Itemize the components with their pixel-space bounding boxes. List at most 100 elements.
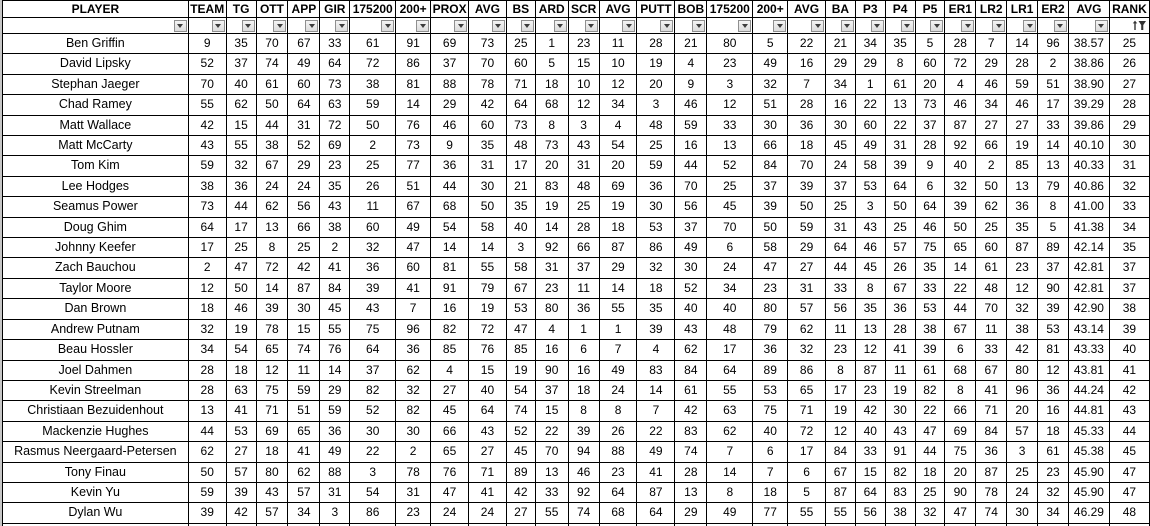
column-header-ba[interactable]: BA: [825, 0, 856, 18]
player-name-cell[interactable]: Seamus Power: [2, 196, 189, 218]
stat-cell[interactable]: 32: [1108, 175, 1150, 198]
stat-cell[interactable]: 34: [1037, 502, 1069, 524]
stat-cell[interactable]: 13: [1006, 175, 1039, 198]
stat-cell[interactable]: 57: [255, 502, 289, 524]
stat-cell[interactable]: 36: [787, 114, 826, 137]
stat-cell[interactable]: 42: [674, 400, 708, 422]
stat-cell[interactable]: 36: [752, 339, 789, 361]
stat-cell[interactable]: 43.33: [1067, 339, 1110, 361]
stat-cell[interactable]: 14: [534, 216, 569, 239]
stat-cell[interactable]: 50: [944, 216, 977, 239]
stat-cell[interactable]: 54: [430, 216, 470, 239]
stat-cell[interactable]: 12: [567, 94, 600, 116]
stat-cell[interactable]: 89: [752, 359, 789, 381]
stat-cell[interactable]: 28: [1108, 94, 1150, 116]
stat-cell[interactable]: 66: [567, 237, 600, 259]
stat-cell[interactable]: 36: [636, 175, 676, 198]
stat-cell[interactable]: 67: [505, 277, 536, 300]
stat-cell[interactable]: 1: [567, 318, 600, 341]
stat-cell[interactable]: 46: [674, 94, 708, 116]
stat-cell[interactable]: 24: [598, 379, 638, 402]
stat-cell[interactable]: 19: [468, 298, 507, 320]
stat-cell[interactable]: 28: [567, 216, 600, 239]
stat-cell[interactable]: 59: [1006, 73, 1039, 96]
stat-cell[interactable]: 12: [598, 73, 638, 96]
stat-cell[interactable]: 18: [567, 379, 600, 402]
stat-cell[interactable]: 38: [349, 73, 397, 96]
filter-dropdown-button[interactable]: [491, 20, 505, 32]
stat-cell[interactable]: 16: [430, 298, 470, 320]
stat-cell[interactable]: 21: [825, 32, 856, 55]
stat-cell[interactable]: 3: [706, 73, 754, 96]
stat-cell[interactable]: 87: [636, 481, 676, 504]
stat-cell[interactable]: 54: [598, 135, 638, 157]
stat-cell[interactable]: 68: [534, 94, 569, 116]
stat-cell[interactable]: 41: [287, 441, 321, 463]
stat-cell[interactable]: 9: [674, 73, 708, 96]
stat-cell[interactable]: 72: [349, 53, 397, 75]
column-header-175200[interactable]: 175200: [349, 0, 397, 18]
stat-cell[interactable]: 38.86: [1067, 53, 1110, 75]
stat-cell[interactable]: 74: [674, 441, 708, 463]
stat-cell[interactable]: 87: [287, 277, 321, 300]
stat-cell[interactable]: 18: [255, 441, 289, 463]
column-header-prox[interactable]: PROX: [430, 0, 470, 18]
stat-cell[interactable]: 29: [674, 502, 708, 524]
stat-cell[interactable]: 49: [287, 53, 321, 75]
stat-cell[interactable]: 32: [787, 339, 826, 361]
filter-dropdown-button[interactable]: [520, 20, 534, 32]
stat-cell[interactable]: 91: [430, 277, 470, 300]
stat-cell[interactable]: 53: [854, 175, 886, 198]
stat-cell[interactable]: 59: [349, 94, 397, 116]
stat-cell[interactable]: 84: [752, 155, 789, 177]
column-header-team[interactable]: TEAM: [187, 0, 227, 18]
stat-cell[interactable]: 6: [914, 175, 946, 198]
stat-cell[interactable]: 88: [598, 441, 638, 463]
stat-cell[interactable]: 34: [854, 32, 886, 55]
player-name-cell[interactable]: Matt Wallace: [2, 114, 189, 137]
stat-cell[interactable]: 24: [1006, 481, 1039, 504]
stat-cell[interactable]: 5: [914, 32, 946, 55]
stat-cell[interactable]: 18: [1037, 420, 1069, 443]
stat-cell[interactable]: 38: [319, 216, 351, 239]
stat-cell[interactable]: 43: [674, 318, 708, 341]
stat-cell[interactable]: 46: [1006, 94, 1039, 116]
filter-dropdown-button[interactable]: [773, 20, 787, 32]
stat-cell[interactable]: 29: [598, 257, 638, 279]
column-header-avg[interactable]: AVG: [1067, 0, 1110, 18]
stat-cell[interactable]: 8: [598, 400, 638, 422]
stat-cell[interactable]: 28: [636, 32, 676, 55]
stat-cell[interactable]: 96: [395, 318, 432, 341]
stat-cell[interactable]: 43: [255, 481, 289, 504]
stat-cell[interactable]: 83: [884, 481, 916, 504]
stat-cell[interactable]: 5: [534, 53, 569, 75]
stat-cell[interactable]: 43: [187, 135, 227, 157]
stat-cell[interactable]: 3: [567, 114, 600, 137]
stat-cell[interactable]: 41: [1108, 359, 1150, 381]
stat-cell[interactable]: 16: [1037, 400, 1069, 422]
stat-cell[interactable]: 17: [505, 155, 536, 177]
stat-cell[interactable]: 10: [598, 53, 638, 75]
stat-cell[interactable]: 25: [287, 237, 321, 259]
stat-cell[interactable]: 71: [468, 461, 507, 483]
stat-cell[interactable]: 64: [349, 339, 397, 361]
stat-cell[interactable]: 22: [787, 32, 826, 55]
stat-cell[interactable]: 38: [914, 318, 946, 341]
stat-cell[interactable]: 59: [187, 481, 227, 504]
stat-cell[interactable]: 34: [825, 73, 856, 96]
stat-cell[interactable]: 37: [534, 379, 569, 402]
stat-cell[interactable]: 23: [534, 277, 569, 300]
filter-cell-bob[interactable]: [674, 17, 708, 34]
stat-cell[interactable]: 39: [914, 339, 946, 361]
stat-cell[interactable]: 44: [825, 257, 856, 279]
stat-cell[interactable]: 74: [255, 53, 289, 75]
filter-dropdown-button[interactable]: [840, 20, 854, 32]
filter-cell-tg[interactable]: [225, 17, 257, 34]
stat-cell[interactable]: 66: [975, 135, 1008, 157]
stat-cell[interactable]: 46: [975, 73, 1008, 96]
stat-cell[interactable]: 38: [1006, 318, 1039, 341]
stat-cell[interactable]: 32: [944, 175, 977, 198]
stat-cell[interactable]: 30: [468, 175, 507, 198]
stat-cell[interactable]: 50: [468, 196, 507, 218]
stat-cell[interactable]: 12: [854, 339, 886, 361]
